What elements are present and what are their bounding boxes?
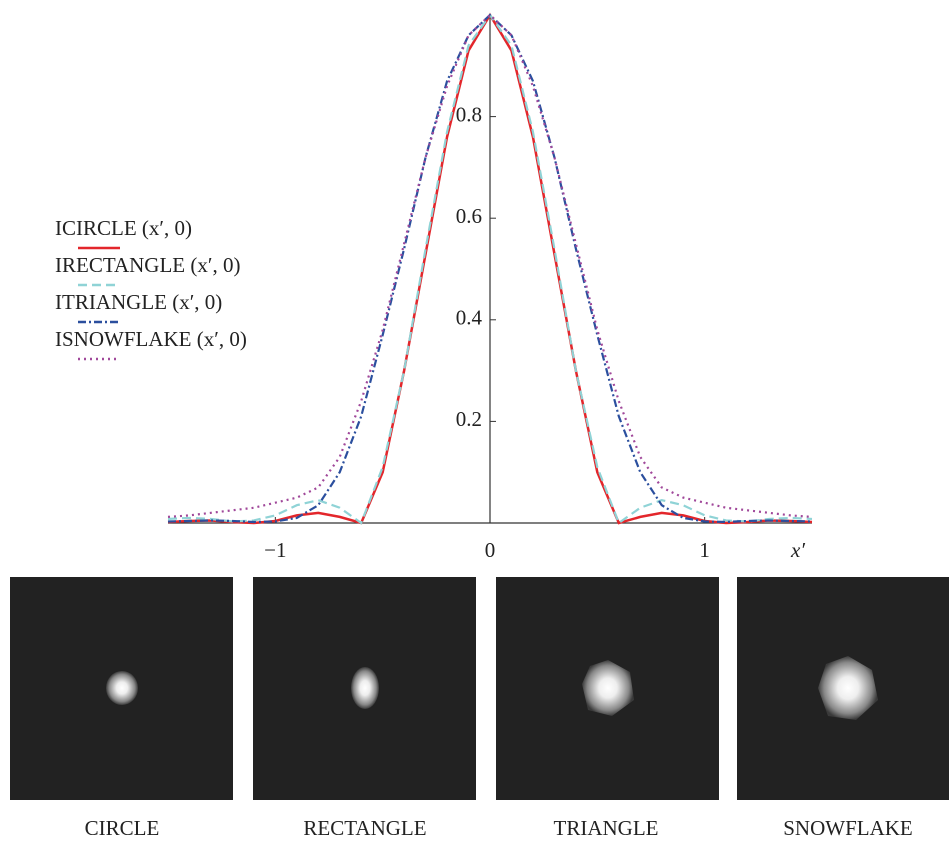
y-tick-label: 0.6 <box>456 204 482 228</box>
image-label: TRIANGLE <box>554 816 659 840</box>
image-label: CIRCLE <box>85 816 160 840</box>
y-tick-label: 0.2 <box>456 407 482 431</box>
x-axis-label: x′ <box>790 538 805 562</box>
legend-label: ICIRCLE (x′, 0) <box>55 216 192 240</box>
image-label: SNOWFLAKE <box>783 816 913 840</box>
image-panels: CIRCLE RECTANGLE TRIANGLE SNOWFLAKE <box>10 577 949 840</box>
figure: 0.2 0.4 0.6 0.8 −1 0 1 x′ ICIRCLE (x′, 0) IRECTAN… <box>0 0 949 842</box>
y-tick-label: 0.8 <box>456 102 482 126</box>
legend-label: ISNOWFLAKE (x′, 0) <box>55 327 247 351</box>
image-label: RECTANGLE <box>303 816 426 840</box>
spot <box>106 671 138 705</box>
x-tick-label: −1 <box>264 538 286 562</box>
plot: 0.2 0.4 0.6 0.8 −1 0 1 x′ ICIRCLE (x′, 0) IRECTAN… <box>55 15 812 562</box>
y-tick-label: 0.4 <box>456 306 483 330</box>
x-tick-label: 0 <box>485 538 496 562</box>
x-tick-label: 1 <box>699 538 710 562</box>
spot <box>351 667 379 709</box>
legend-label: ITRIANGLE (x′, 0) <box>55 290 222 314</box>
legend-label: IRECTANGLE (x′, 0) <box>55 253 240 277</box>
